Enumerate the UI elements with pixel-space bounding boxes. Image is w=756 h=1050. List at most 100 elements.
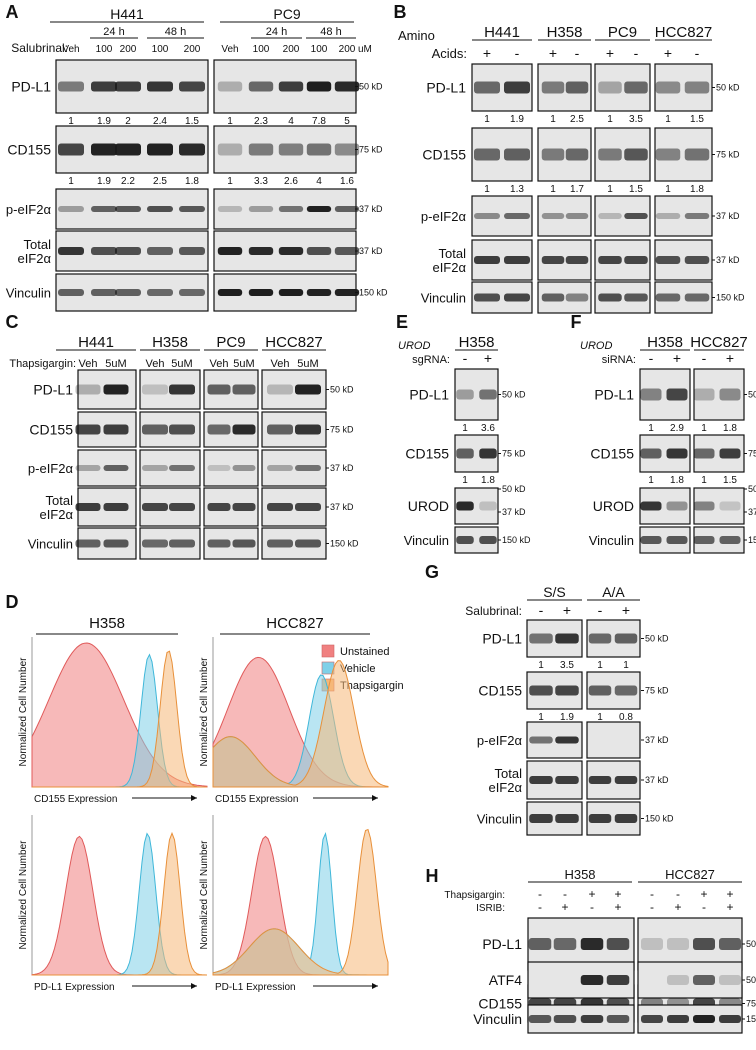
blot-band: [719, 536, 741, 544]
lane-label: -: [515, 45, 520, 61]
blot-band: [334, 247, 360, 255]
quant-value: 1.8: [690, 184, 704, 195]
lane-label: +: [726, 887, 733, 901]
row-label: PD-L1: [482, 631, 522, 647]
blot-band: [684, 81, 710, 94]
blot-row: Vinculin 150 kD: [421, 281, 745, 314]
blot-band: [624, 81, 648, 94]
lane-label: +: [614, 887, 621, 901]
blot-band: [169, 465, 195, 471]
blot-band: [267, 424, 293, 435]
blot-band: [719, 388, 741, 401]
group-label: 24 h: [103, 26, 124, 38]
blot-band: [529, 685, 553, 696]
group-label: HCC827: [665, 867, 715, 882]
group-label: H358: [647, 334, 683, 351]
blot-band: [640, 536, 662, 544]
size-marker: 75 kD: [748, 449, 756, 459]
blot-band: [232, 424, 256, 435]
blot-band: [103, 465, 129, 471]
lane-label: -: [538, 887, 542, 901]
row-label: CD155: [422, 147, 466, 163]
blot-band: [334, 289, 360, 296]
quant-value: 1: [550, 184, 556, 195]
blot-row: CD155 1 1.8 1 1.5 75 kD: [590, 434, 756, 486]
size-marker: 37 kD: [359, 246, 383, 256]
group-label: A/A: [602, 584, 625, 600]
blot-band: [580, 938, 604, 950]
blot-band: [115, 247, 141, 255]
blot-band: [565, 293, 589, 302]
size-marker: 75 kD: [359, 145, 383, 155]
blot-band: [693, 501, 715, 511]
group-label: H358: [564, 867, 595, 882]
arrow-head: [191, 795, 197, 801]
row-label: Total: [495, 766, 523, 781]
lane-label: -: [539, 602, 544, 618]
blot-band: [614, 685, 638, 696]
blot-band: [479, 501, 497, 511]
quant-value: 1: [484, 184, 490, 195]
blot-band: [598, 256, 622, 264]
blot-row: ATF4 50 kD: [489, 961, 756, 999]
row-label: Vinculin: [28, 537, 73, 552]
blot-row: PD-L1 1 1.9 2 2.4 1.5 1 2.3 4 7.8 5 50 kD: [11, 59, 383, 127]
blot-row: Vinculin 150 kD: [477, 801, 674, 836]
quant-value: 2.5: [570, 114, 584, 125]
blot-band: [306, 247, 332, 255]
row-label: Vinculin: [589, 533, 634, 548]
blot-band: [606, 938, 630, 950]
quant-value: 1: [227, 176, 233, 187]
lane-label: +: [700, 887, 707, 901]
blot-band: [75, 503, 101, 511]
quant-value: 3.6: [481, 423, 495, 434]
blot-band: [528, 1015, 552, 1023]
group-label: HCC827: [655, 24, 713, 41]
row-label: PD-L1: [594, 387, 634, 403]
blot-row: PD-L1 1 3.5 1 1 50 kD: [482, 619, 669, 671]
blot-band: [115, 289, 141, 296]
panel-letter: E: [396, 312, 408, 332]
lane-label: +: [588, 887, 595, 901]
blot-band: [529, 633, 553, 644]
quant-value: 1: [597, 660, 603, 671]
blot-band: [640, 388, 662, 401]
blot-band: [693, 975, 715, 985]
blot-band: [306, 143, 332, 156]
blot-band: [217, 289, 243, 296]
blot-row: UROD: [408, 487, 499, 525]
blot-band: [693, 1015, 715, 1023]
lane-label: +: [484, 350, 492, 366]
blot-band: [684, 293, 710, 302]
size-marker: 75 kD: [645, 686, 669, 696]
blot-band: [640, 501, 662, 511]
size-marker: 150 kD: [330, 539, 359, 549]
lane-label: -: [590, 900, 594, 914]
blot-row: CD155 1 1.9 2.2 2.5 1.8 1 3.3 2.6 4 1.6 75 kD: [7, 125, 383, 187]
quant-value: 1.8: [723, 423, 737, 434]
blot-band: [588, 776, 612, 784]
blot-row: Vinculin 150 kD: [404, 526, 531, 554]
histogram-curve: [32, 831, 208, 976]
blot-band: [529, 814, 553, 823]
lane-label: +: [561, 900, 568, 914]
flow-xlabel: PD-L1 Expression: [34, 982, 115, 993]
row-label: CD155: [590, 446, 634, 462]
blot-band: [103, 539, 129, 548]
size-marker: 150 kD: [645, 814, 674, 824]
blot-box: [454, 487, 499, 525]
header-label: Acids:: [432, 46, 467, 61]
blot-band: [58, 247, 84, 255]
blot-band: [693, 448, 715, 459]
row-label: PD-L1: [409, 387, 449, 403]
blot-row: p-eIF2α 37 kD: [477, 721, 669, 759]
flow-ylabel: Normalized Cell Number: [199, 840, 210, 950]
blot-row: PD-L1 1 2.9 1 1.8 50 kD: [594, 368, 756, 434]
lane-label: +: [563, 602, 571, 618]
row-label: eIF2α: [432, 260, 466, 275]
